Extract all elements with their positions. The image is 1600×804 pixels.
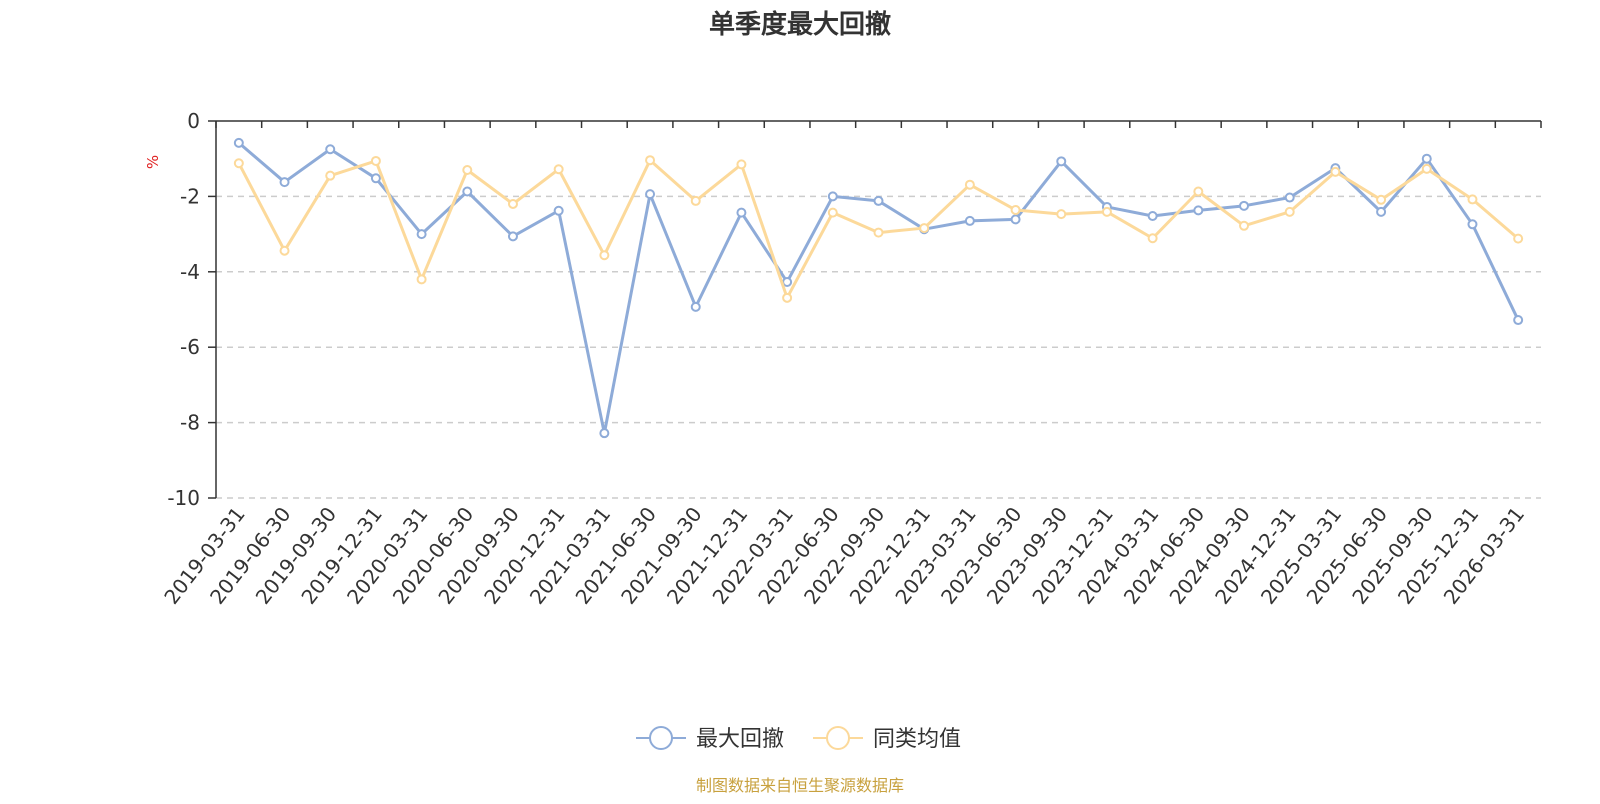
data-point[interactable]	[1467, 219, 1478, 230]
data-point[interactable]	[1193, 205, 1204, 216]
y-tick-label: -6	[180, 335, 200, 359]
data-point[interactable]	[507, 198, 518, 209]
data-point[interactable]	[1056, 156, 1067, 167]
data-point[interactable]	[690, 301, 701, 312]
data-point[interactable]	[782, 276, 793, 287]
data-point[interactable]	[782, 292, 793, 303]
data-point[interactable]	[827, 207, 838, 218]
data-point[interactable]	[1467, 194, 1478, 205]
series-2	[233, 155, 1524, 303]
legend-label: 同类均值	[873, 727, 961, 752]
data-point[interactable]	[1421, 153, 1432, 164]
data-point[interactable]	[1056, 209, 1067, 220]
data-point[interactable]	[416, 274, 427, 285]
data-point[interactable]	[645, 189, 656, 200]
legend-label: 最大回撤	[696, 727, 784, 752]
data-point[interactable]	[1330, 166, 1341, 177]
data-point[interactable]	[462, 165, 473, 176]
data-point[interactable]	[370, 173, 381, 184]
data-point[interactable]	[1010, 214, 1021, 225]
data-point[interactable]	[553, 164, 564, 175]
data-point[interactable]	[1239, 200, 1250, 211]
data-point[interactable]	[1147, 211, 1158, 222]
data-point[interactable]	[1239, 220, 1250, 231]
data-point[interactable]	[1284, 206, 1295, 217]
chart-title: 单季度最大回撤	[709, 9, 891, 40]
data-point[interactable]	[919, 223, 930, 234]
data-point[interactable]	[1513, 315, 1524, 326]
data-point[interactable]	[325, 170, 336, 181]
data-point[interactable]	[964, 179, 975, 190]
legend-marker-icon	[649, 726, 673, 750]
legend-marker-icon	[826, 726, 850, 750]
legend[interactable]: 最大回撤 同类均值	[636, 726, 961, 752]
series-lines	[233, 137, 1524, 439]
data-point[interactable]	[645, 155, 656, 166]
data-point[interactable]	[1513, 233, 1524, 244]
data-point[interactable]	[233, 158, 244, 169]
y-axis-unit: %	[144, 155, 162, 169]
data-point[interactable]	[873, 195, 884, 206]
data-point[interactable]	[279, 177, 290, 188]
data-point[interactable]	[279, 245, 290, 256]
data-point[interactable]	[1376, 206, 1387, 217]
axes: 0-2-4-6-8-102019-03-312019-06-302019-09-…	[159, 109, 1542, 609]
y-tick-label: 0	[187, 109, 200, 133]
grid-lines	[216, 195, 1541, 499]
data-point[interactable]	[1101, 206, 1112, 217]
data-point[interactable]	[1193, 186, 1204, 197]
y-tick-label: -8	[180, 411, 200, 435]
series-line	[237, 141, 1520, 435]
y-tick-label: -4	[180, 260, 200, 284]
data-point[interactable]	[553, 205, 564, 216]
data-point[interactable]	[827, 191, 838, 202]
series-1	[233, 137, 1524, 439]
legend-item[interactable]: 同类均值	[813, 726, 961, 752]
data-point[interactable]	[1284, 192, 1295, 203]
data-point[interactable]	[599, 250, 610, 261]
data-point[interactable]	[599, 428, 610, 439]
data-point[interactable]	[873, 227, 884, 238]
legend-item[interactable]: 最大回撤	[636, 726, 784, 752]
data-point[interactable]	[233, 137, 244, 148]
data-point[interactable]	[416, 229, 427, 240]
data-point[interactable]	[736, 207, 747, 218]
y-tick-label: -2	[180, 184, 200, 208]
data-point[interactable]	[1010, 204, 1021, 215]
data-point[interactable]	[1421, 163, 1432, 174]
data-point[interactable]	[325, 144, 336, 155]
data-point[interactable]	[690, 195, 701, 206]
data-point[interactable]	[507, 231, 518, 242]
data-source-note: 制图数据来自恒生聚源数据库	[696, 776, 904, 795]
y-tick-label: -10	[167, 486, 200, 510]
data-point[interactable]	[370, 155, 381, 166]
data-point[interactable]	[1376, 194, 1387, 205]
data-point[interactable]	[1147, 233, 1158, 244]
data-point[interactable]	[736, 159, 747, 170]
data-point[interactable]	[462, 186, 473, 197]
data-point[interactable]	[964, 215, 975, 226]
